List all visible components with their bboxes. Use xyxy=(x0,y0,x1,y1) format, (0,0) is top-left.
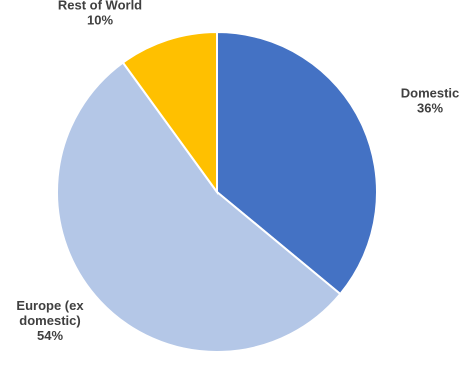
pie-slices xyxy=(56,30,378,353)
pie-slice-rest-of-world xyxy=(121,30,218,196)
data-label-europe-ex-domestic: Europe (ex domestic) 54% xyxy=(16,298,84,343)
percent-label: 10% xyxy=(87,13,113,28)
pie-slice-europe-ex-domestic xyxy=(56,61,342,353)
category-label: Europe (ex xyxy=(16,298,84,313)
pie-labels: Domestic 36% Europe (ex domestic) 54% Rest of… xyxy=(16,0,459,343)
category-label: domestic) xyxy=(19,313,80,328)
category-label: Domestic xyxy=(401,86,460,101)
pie-slice-domestic xyxy=(216,30,378,296)
data-label-domestic: Domestic 36% xyxy=(401,86,460,116)
data-label-rest-of-world: Rest of World 10% xyxy=(58,0,142,28)
category-label: Rest of World xyxy=(58,0,142,13)
percent-label: 36% xyxy=(417,101,443,116)
percent-label: 54% xyxy=(37,328,63,343)
